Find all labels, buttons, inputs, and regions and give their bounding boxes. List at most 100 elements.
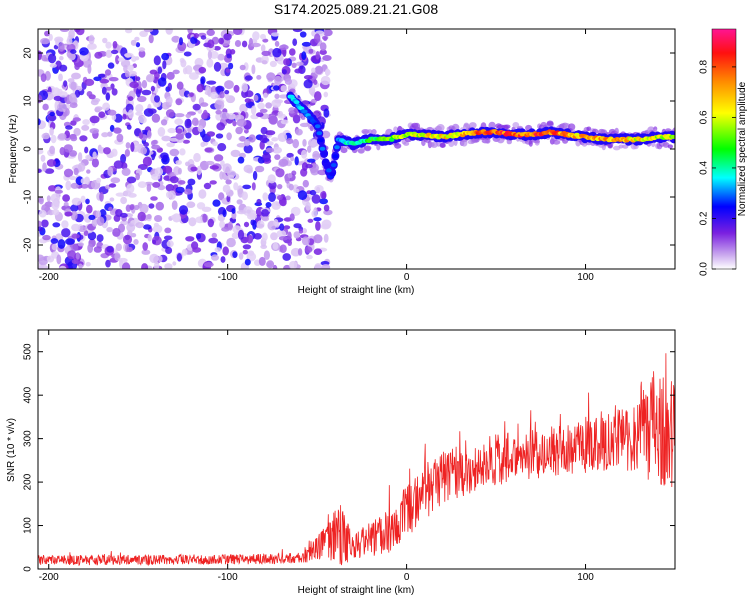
heatmap-cell: [105, 92, 111, 101]
heatmap-cell: [567, 123, 576, 131]
snr-y-label: SNR (10 * v/v): [6, 418, 17, 482]
heatmap-cell: [74, 62, 80, 71]
spectrogram-y-label: Frequency (Hz): [8, 115, 19, 184]
heatmap-cell: [46, 159, 57, 167]
heatmap-cell: [244, 258, 251, 266]
heatmap-cell: [243, 138, 251, 147]
heatmap-cell: [323, 36, 328, 42]
heatmap-cell: [323, 29, 333, 37]
heatmap-cell: [318, 138, 324, 143]
heatmap-cell: [70, 120, 77, 126]
heatmap-cell: [236, 118, 247, 127]
heatmap-cell: [222, 209, 227, 218]
heatmap-cell: [292, 29, 303, 33]
heatmap-cell: [232, 251, 238, 258]
heatmap-cell: [49, 63, 57, 68]
heatmap-cell: [314, 91, 322, 102]
heatmap-cell: [161, 52, 170, 61]
heatmap-cell: [138, 47, 146, 52]
heatmap-cell: [243, 221, 250, 228]
heatmap-cell: [187, 127, 193, 133]
heatmap-cell: [152, 239, 157, 245]
heatmap-cell: [290, 156, 295, 162]
heatmap-cell: [57, 102, 67, 112]
heatmap-cell: [127, 64, 134, 72]
heatmap-cell: [149, 69, 158, 75]
heatmap-cell: [114, 252, 121, 262]
heatmap-cell: [267, 174, 276, 184]
heatmap-cell: [314, 33, 321, 44]
heatmap-cell: [96, 234, 104, 243]
heatmap-cell: [239, 64, 246, 71]
heatmap-cell: [241, 82, 248, 93]
heatmap-cell: [226, 132, 232, 141]
colorbar-tick-label: 0.8: [699, 60, 710, 74]
heatmap-cell: [236, 199, 243, 205]
heatmap-cell: [82, 119, 90, 126]
heatmap-cell: [93, 246, 102, 253]
heatmap-cell: [403, 141, 410, 146]
heatmap-cell: [552, 139, 561, 145]
heatmap-cell: [308, 48, 314, 54]
heatmap-cell: [219, 171, 224, 180]
heatmap-cell: [153, 261, 160, 269]
heatmap-cell: [295, 128, 303, 136]
heatmap-cell: [271, 137, 279, 142]
heatmap-cell: [316, 131, 323, 136]
heatmap-cell: [99, 78, 110, 84]
heatmap-cell: [218, 37, 224, 45]
heatmap-cell: [38, 118, 41, 126]
heatmap-cell: [63, 144, 73, 153]
heatmap-cell: [324, 163, 331, 168]
heatmap-cell: [226, 53, 232, 59]
heatmap-cell: [206, 58, 214, 68]
heatmap-cell: [143, 224, 152, 230]
heatmap-cell: [46, 195, 51, 202]
heatmap-cell: [75, 252, 80, 260]
heatmap-cell: [172, 261, 177, 266]
heatmap-cell: [257, 102, 265, 110]
heatmap-cell: [83, 230, 89, 237]
heatmap-cell: [175, 160, 182, 165]
heatmap-cell: [221, 227, 230, 232]
heatmap-cell: [58, 91, 68, 98]
heatmap-cell: [71, 233, 80, 239]
heatmap-cell: [302, 179, 309, 188]
heatmap-cell: [215, 133, 224, 139]
heatmap-cell: [67, 78, 75, 83]
heatmap-cell: [49, 111, 55, 117]
heatmap-cell: [71, 259, 79, 264]
heatmap-cell: [282, 253, 292, 261]
heatmap-cell: [279, 223, 285, 231]
heatmap-cell: [51, 200, 60, 210]
heatmap-cell: [126, 124, 132, 130]
heatmap-cell: [291, 62, 297, 68]
heatmap-cell: [151, 113, 161, 123]
heatmap-cell: [258, 256, 266, 266]
heatmap-cell: [124, 52, 134, 58]
heatmap-cell: [94, 51, 103, 59]
heatmap-cell: [205, 160, 215, 166]
heatmap-cell: [133, 239, 139, 245]
heatmap-cell: [265, 130, 276, 136]
heatmap-cell: [182, 139, 190, 144]
heatmap-cell: [146, 183, 152, 192]
heatmap-cell: [213, 46, 221, 51]
heatmap-cell: [326, 168, 332, 173]
heatmap-cell: [174, 113, 185, 118]
heatmap-cell: [586, 126, 592, 132]
heatmap-cell: [278, 158, 289, 167]
heatmap-cell: [191, 117, 199, 127]
heatmap-cell: [48, 185, 57, 192]
heatmap-cell: [65, 238, 75, 245]
heatmap-cell: [323, 91, 329, 98]
heatmap-cell: [242, 184, 252, 190]
heatmap-cell: [323, 204, 330, 212]
x-tick-label: -200: [39, 572, 59, 583]
heatmap-cell: [70, 81, 77, 91]
heatmap-cell: [319, 49, 327, 55]
heatmap-cell: [301, 236, 310, 246]
heatmap-cell: [241, 191, 248, 201]
heatmap-cell: [48, 114, 57, 122]
heatmap-cell: [67, 250, 77, 260]
